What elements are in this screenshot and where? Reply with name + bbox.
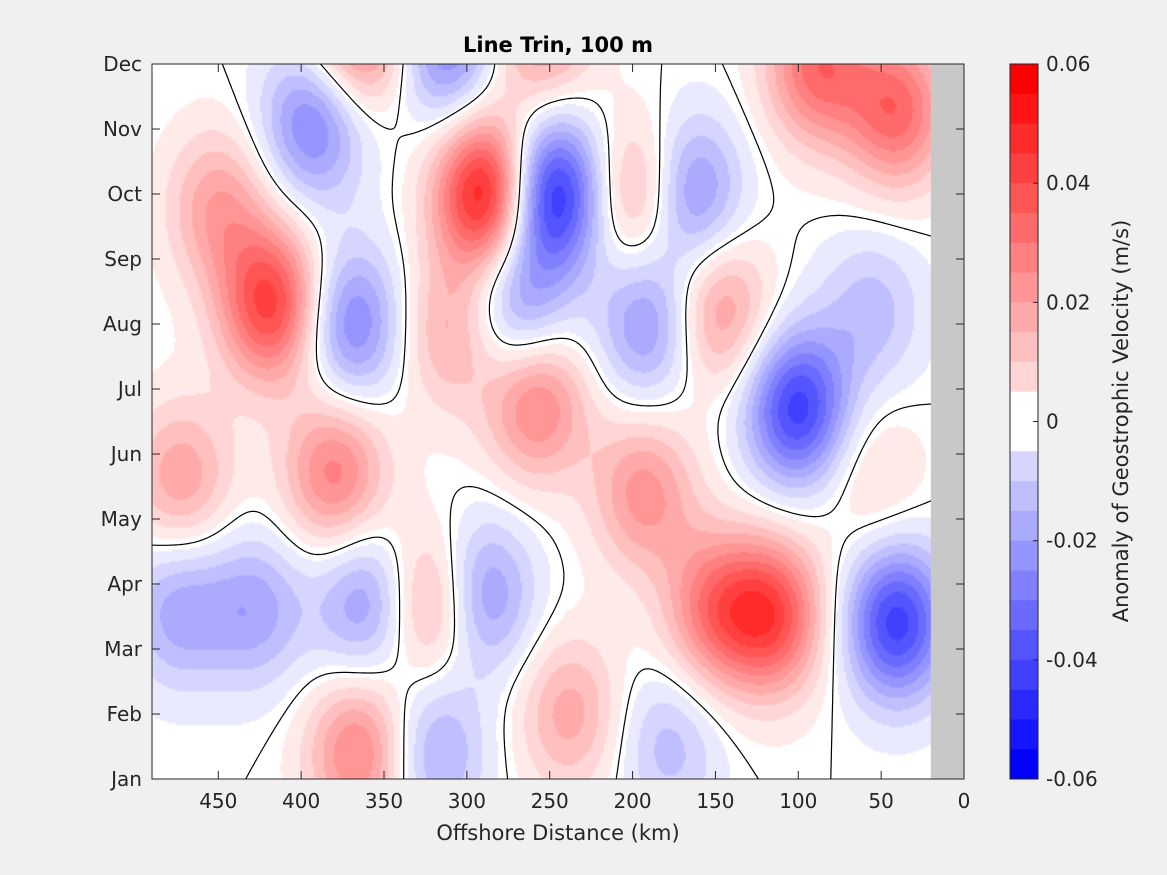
zero-contour-lines (152, 64, 964, 779)
x-tick-label: 100 (779, 789, 817, 813)
colorbar-tick-label: -0.04 (1046, 648, 1098, 672)
colorbar-band (1010, 302, 1038, 333)
colorbar-band (1010, 361, 1038, 393)
y-tick-label: Oct (107, 182, 142, 206)
x-tick-label: 450 (199, 789, 237, 813)
colorbar-band (1010, 570, 1038, 601)
colorbar-band (1010, 242, 1038, 274)
x-axis-label: Offshore Distance (km) (436, 821, 679, 845)
colorbar-band (1010, 212, 1038, 244)
x-axis: 450 400 350 300 250 200 150 100 50 0 (199, 64, 970, 813)
y-tick-label: Aug (103, 312, 142, 336)
x-tick-label: 250 (531, 789, 569, 813)
y-tick-label: Jan (109, 767, 142, 791)
colorbar-band (1010, 183, 1038, 214)
colorbar-band (1010, 123, 1038, 154)
colorbar-band (1010, 540, 1038, 571)
colorbar-band (1010, 451, 1038, 482)
colorbar-band (1010, 481, 1038, 512)
colorbar-tick-label: 0.04 (1046, 171, 1091, 195)
chart-title: Line Trin, 100 m (463, 33, 653, 57)
y-tick-label: Feb (107, 702, 142, 726)
no-data-region (930, 64, 964, 779)
colorbar-band (1010, 600, 1038, 631)
x-tick-label: 400 (282, 789, 320, 813)
colorbar-tick-label: 0.02 (1046, 290, 1091, 314)
colorbar-bands (1010, 64, 1038, 780)
y-tick-label: Jul (116, 377, 142, 401)
y-tick-label: May (101, 507, 143, 531)
colorbar-band (1010, 749, 1038, 780)
y-tick-label: Jun (109, 442, 142, 466)
y-tick-label: Nov (103, 117, 142, 141)
colorbar-tick-label: 0 (1046, 410, 1059, 434)
x-tick-label: 0 (958, 789, 971, 813)
colorbar-label: Anomaly of Geostrophic Velocity (m/s) (1109, 220, 1133, 623)
colorbar-tick-label: 0.06 (1046, 52, 1091, 76)
colorbar-band (1010, 421, 1038, 452)
x-tick-label: 200 (613, 789, 651, 813)
colorbar-ticks: 0.06 0.04 0.02 0 -0.02 -0.04 -0.06 (1033, 52, 1098, 791)
colorbar-band (1010, 630, 1038, 661)
y-tick-label: Apr (107, 572, 142, 596)
colorbar-band (1010, 272, 1038, 303)
plot-area (151, 63, 965, 780)
y-tick-label: Mar (104, 637, 143, 661)
velocity-anomaly-field (152, 64, 964, 779)
colorbar: 0.06 0.04 0.02 0 -0.02 -0.04 -0.06 Anomaly of … (1009, 52, 1133, 791)
colorbar-band (1010, 659, 1038, 691)
colorbar-band (1010, 719, 1038, 750)
colorbar-band (1010, 64, 1038, 95)
plot-frame (151, 63, 965, 780)
colorbar-band (1010, 153, 1038, 184)
colorbar-tick-label: -0.06 (1046, 767, 1098, 791)
x-tick-label: 50 (868, 789, 893, 813)
y-axis: Jan Feb Mar Apr May Jun Jul Aug Sep Oct Nov Dec (101, 52, 964, 791)
colorbar-band (1010, 332, 1038, 363)
y-tick-label: Sep (104, 247, 142, 271)
x-tick-label: 300 (448, 789, 486, 813)
colorbar-band (1010, 689, 1038, 720)
colorbar-band (1010, 510, 1038, 542)
colorbar-band (1010, 93, 1038, 125)
colorbar-tick-label: -0.02 (1046, 529, 1098, 553)
x-tick-label: 350 (365, 789, 403, 813)
x-tick-label: 150 (696, 789, 734, 813)
zero-contour-path (152, 64, 964, 779)
y-tick-label: Dec (103, 52, 142, 76)
colorbar-band (1010, 391, 1038, 422)
